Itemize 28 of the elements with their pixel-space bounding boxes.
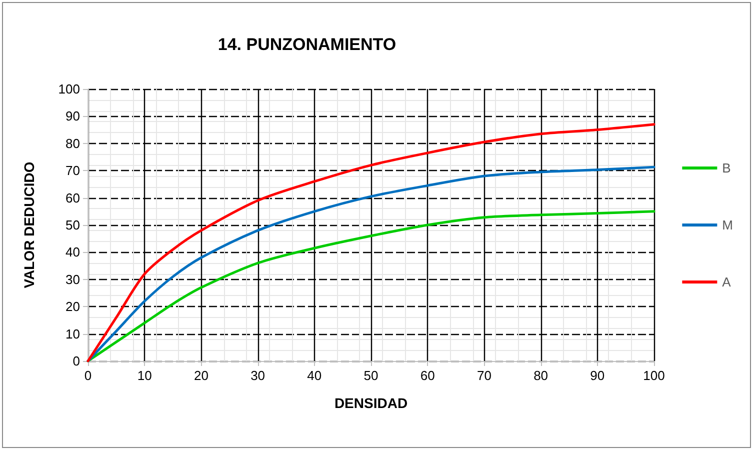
x-tick-label: 40	[307, 368, 322, 383]
chart-title: 14. PUNZONAMIENTO	[218, 35, 396, 54]
x-tick-label: 70	[476, 368, 492, 383]
x-tick-label: 80	[534, 368, 548, 383]
y-tick-label: 80	[66, 136, 80, 151]
y-tick-label: 70	[66, 163, 80, 178]
y-tick-label: 100	[58, 82, 80, 96]
legend-label: A	[722, 274, 732, 290]
x-tick-label: 100	[643, 368, 665, 383]
y-tick-label: 50	[66, 218, 80, 232]
x-tick-label: 30	[250, 368, 266, 383]
y-tick-label: 20	[66, 299, 80, 314]
x-tick-label: 90	[590, 368, 605, 383]
y-axis-title: VALOR DEDUCIDO	[21, 162, 37, 288]
y-tick-label: 30	[66, 272, 80, 287]
y-tick-label: 90	[66, 108, 80, 124]
y-tick-label: 10	[66, 326, 80, 342]
x-tick-label: 0	[84, 368, 92, 383]
y-tick-label: 40	[66, 244, 80, 260]
legend-label: B	[722, 160, 731, 176]
legend-label: M	[722, 218, 734, 232]
y-tick-label: 60	[66, 190, 80, 206]
x-axis-title: DENSIDAD	[334, 395, 408, 411]
y-tick-label: 0	[72, 354, 80, 368]
x-tick-label: 60	[420, 368, 435, 383]
x-tick-label: 50	[364, 368, 378, 383]
x-tick-label: 10	[137, 368, 152, 383]
x-tick-label: 20	[194, 368, 208, 383]
